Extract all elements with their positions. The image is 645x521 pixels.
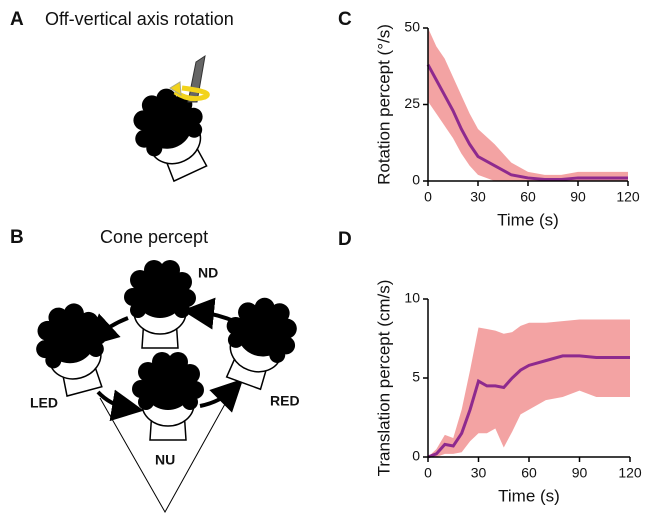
- panel-letter: A: [10, 9, 24, 30]
- y-axis-label: Translation percept (cm/s): [374, 280, 393, 477]
- panel-title: Off-vertical axis rotation: [45, 9, 234, 29]
- panel-letter: C: [338, 9, 352, 30]
- y-tick-label: 0: [412, 172, 420, 188]
- x-tick-label: 120: [618, 465, 642, 481]
- y-tick-label: 50: [404, 19, 420, 35]
- panel-letter: B: [10, 227, 24, 248]
- head-label: LED: [30, 395, 58, 411]
- x-tick-label: 0: [424, 189, 432, 205]
- panel-title: Cone percept: [100, 227, 208, 247]
- head-label: NU: [155, 452, 175, 468]
- x-tick-label: 60: [521, 465, 537, 481]
- error-band: [428, 319, 630, 457]
- x-tick-label: 90: [570, 189, 586, 205]
- x-tick-label: 90: [572, 465, 588, 481]
- x-tick-label: 0: [424, 465, 432, 481]
- head-label: RED: [270, 393, 300, 409]
- mean-line: [426, 64, 628, 181]
- mean-line: [427, 354, 630, 459]
- y-axis-label: Rotation percept (°/s): [374, 24, 393, 185]
- x-axis-label: Time (s): [497, 210, 559, 229]
- y-tick-label: 5: [412, 369, 420, 385]
- x-tick-label: 60: [520, 189, 536, 205]
- head-illustration: [119, 54, 224, 190]
- y-tick-label: 0: [412, 448, 420, 464]
- x-tick-label: 120: [616, 189, 640, 205]
- y-tick-label: 10: [404, 290, 420, 306]
- x-tick-label: 30: [470, 189, 486, 205]
- x-tick-label: 30: [471, 465, 487, 481]
- head-label: ND: [198, 265, 218, 281]
- x-axis-label: Time (s): [498, 486, 560, 505]
- error-band: [428, 28, 628, 181]
- y-tick-label: 25: [404, 95, 420, 111]
- panel-letter: D: [338, 229, 352, 250]
- cone-illustration: [26, 259, 309, 514]
